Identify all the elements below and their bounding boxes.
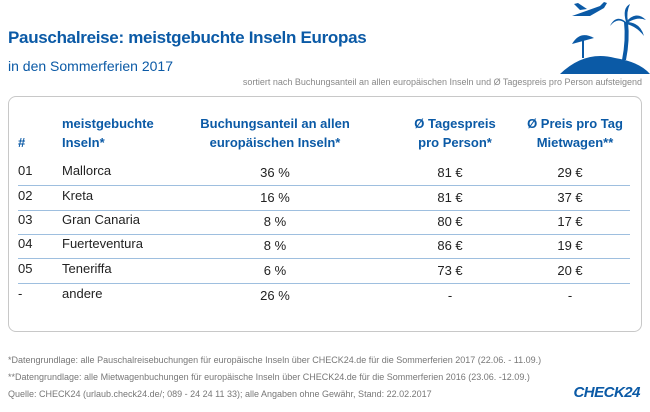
- table-cell: -: [567, 288, 573, 303]
- table-cell: Kreta: [62, 188, 94, 203]
- column-header: Ø Preis pro Tag: [527, 116, 623, 131]
- row-divider: [18, 234, 630, 235]
- column-header: pro Person*: [418, 135, 492, 150]
- table-cell: 02: [18, 188, 33, 203]
- sort-note: sortiert nach Buchungsanteil an allen eu…: [242, 77, 642, 87]
- table-cell: -: [18, 286, 23, 301]
- row-divider: [18, 258, 630, 259]
- table-cell: 01: [18, 163, 33, 178]
- table-cell: 86 €: [437, 238, 463, 253]
- column-header: europäischen Inseln*: [209, 135, 341, 150]
- table-cell: 29 €: [557, 165, 583, 180]
- row-divider: [18, 185, 630, 186]
- column-header: Buchungsanteil an allen: [200, 116, 350, 131]
- column-header: Inseln*: [62, 135, 105, 150]
- table-cell: Fuerteventura: [62, 236, 143, 251]
- check24-logo: CHECK24: [573, 384, 640, 401]
- table-cell: andere: [62, 286, 103, 301]
- table-cell: 26 %: [260, 288, 290, 303]
- table-cell: 20 €: [557, 263, 583, 278]
- table-cell: 19 €: [557, 238, 583, 253]
- subtitle: in den Sommerferien 2017: [8, 58, 173, 74]
- table-cell: 8 %: [263, 214, 287, 229]
- table-cell: 81 €: [437, 165, 463, 180]
- table-cell: 73 €: [437, 263, 463, 278]
- table-cell: 17 €: [557, 214, 583, 229]
- table-cell: 03: [18, 212, 33, 227]
- table-cell: 8 %: [263, 238, 287, 253]
- table-cell: Mallorca: [62, 163, 112, 178]
- column-header: Ø Tagespreis: [414, 116, 496, 131]
- table-cell: Gran Canaria: [62, 212, 141, 227]
- page-title: Pauschalreise: meistgebuchte Inseln Euro…: [8, 28, 367, 47]
- table-cell: 37 €: [557, 190, 583, 205]
- table-cell: 16 %: [260, 190, 290, 205]
- row-divider: [18, 210, 630, 211]
- footnote-2: **Datengrundlage: alle Mietwagenbuchunge…: [8, 372, 530, 382]
- table-cell: Teneriffa: [62, 261, 112, 276]
- table-container: [8, 96, 642, 332]
- row-divider: [18, 283, 630, 284]
- table-cell: 80 €: [437, 214, 463, 229]
- table-cell: 36 %: [260, 165, 290, 180]
- footnote-1: *Datengrundlage: alle Pauschalreisebuchu…: [8, 355, 542, 365]
- table-cell: -: [447, 288, 453, 303]
- footnote-source: Quelle: CHECK24 (urlaub.check24.de/; 089…: [8, 389, 432, 399]
- airplane-palm-island-icon: [560, 2, 650, 74]
- table-cell: 05: [18, 261, 33, 276]
- table-cell: 04: [18, 236, 33, 251]
- column-header: #: [18, 135, 26, 150]
- table-cell: 6 %: [263, 263, 287, 278]
- column-header: Mietwagen**: [536, 135, 614, 150]
- table-cell: 81 €: [437, 190, 463, 205]
- column-header: meistgebuchte: [62, 116, 154, 131]
